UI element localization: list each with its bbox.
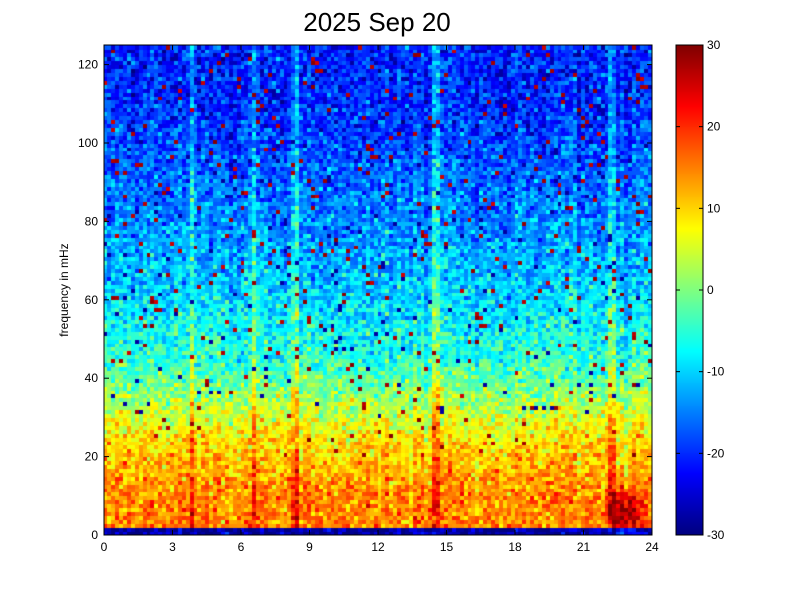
x-tick-label: 3 <box>169 540 176 554</box>
y-tick-label: 80 <box>85 214 99 228</box>
heatmap-canvas-holder <box>104 45 652 535</box>
colorbar-tick-label: 0 <box>707 283 714 297</box>
x-tick-label: 24 <box>645 540 659 554</box>
y-axis: 0 20 40 60 80 100 120 <box>78 58 652 542</box>
y-tick-label: 100 <box>78 136 98 150</box>
heatmap-canvas <box>104 45 652 535</box>
colorbar-axis: -30 -20 -10 0 10 20 30 <box>676 38 725 542</box>
y-tick-label: 60 <box>85 293 99 307</box>
colorbar-canvas-holder <box>676 45 703 535</box>
x-tick-label: 9 <box>306 540 313 554</box>
colorbar-tick-label: 20 <box>707 120 721 134</box>
y-tick-label: 20 <box>85 450 99 464</box>
colorbar-tick-label: -10 <box>707 365 725 379</box>
y-tick-label: 120 <box>78 58 98 72</box>
colorbar-tick-label: -30 <box>707 528 725 542</box>
x-tick-label: 12 <box>371 540 385 554</box>
x-tick-label: 18 <box>508 540 522 554</box>
x-tick-label: 21 <box>577 540 591 554</box>
x-tick-label: 0 <box>101 540 108 554</box>
y-axis-label: frequency in mHz <box>57 243 71 336</box>
y-tick-label: 0 <box>91 528 98 542</box>
colorbar-canvas <box>676 45 703 535</box>
x-tick-label: 15 <box>440 540 454 554</box>
y-tick-label: 40 <box>85 371 99 385</box>
colorbar-tick-label: -20 <box>707 446 725 460</box>
x-axis: 0 3 6 9 12 15 18 21 24 <box>101 45 659 554</box>
x-tick-label: 6 <box>238 540 245 554</box>
colorbar-tick-label: 10 <box>707 201 721 215</box>
chart-title: 2025 Sep 20 <box>303 7 450 37</box>
colorbar-tick-label: 30 <box>707 38 721 52</box>
